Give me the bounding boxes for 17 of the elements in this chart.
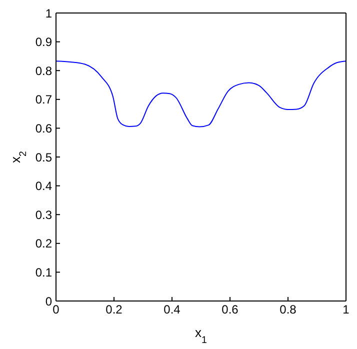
x-tick-label: 0.6 (222, 302, 239, 317)
y-tick-label: 0.4 (35, 179, 52, 194)
x-tick-label: 0.4 (164, 302, 181, 317)
line-series (56, 60, 346, 128)
y-tick-label: 0.8 (35, 64, 52, 78)
y-tick-label: 0.5 (35, 150, 52, 164)
y-tick-label: 0.3 (35, 208, 52, 222)
y-tick-label: 0.9 (35, 35, 52, 50)
y-tick-label: 0.6 (35, 121, 52, 136)
x-axis-title: x$_{1}$ (195, 325, 207, 346)
y-tick-label: 0.2 (35, 236, 52, 251)
x-tick-label: 1 (342, 302, 350, 317)
y-tick-label: 0.1 (35, 265, 52, 280)
x-tick-label: 0.8 (280, 302, 297, 317)
y-tick-label: 1 (45, 6, 52, 20)
x-tick-label: 0.2 (106, 302, 123, 317)
y-tick-label: 0.7 (35, 92, 52, 107)
